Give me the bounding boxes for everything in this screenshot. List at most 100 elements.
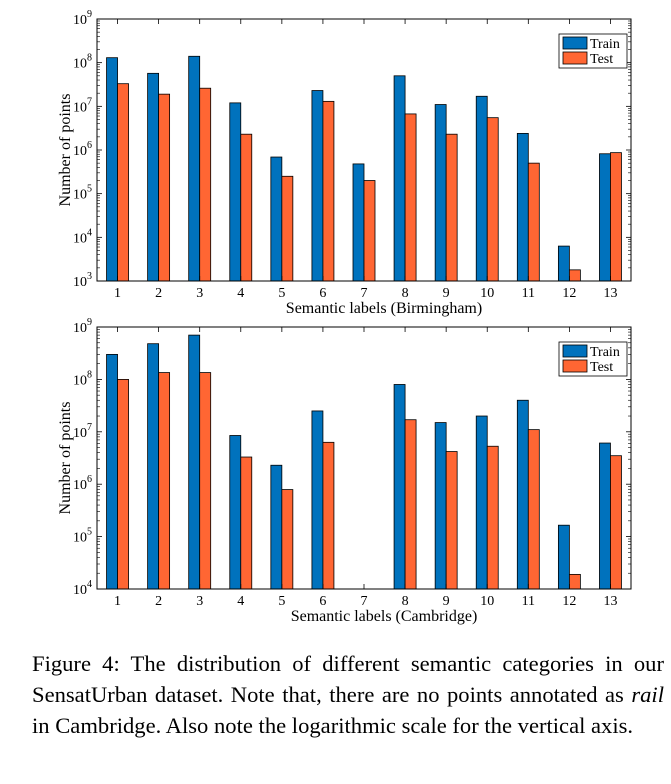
y-tick-exponent: 6 xyxy=(87,140,92,151)
bar-test-1 xyxy=(117,379,129,590)
y-tick-label: 107 xyxy=(73,422,92,441)
bar-train-10 xyxy=(475,95,488,282)
plot-frame xyxy=(96,326,632,590)
bar-train-8 xyxy=(393,384,406,590)
y-tick-exponent: 9 xyxy=(87,9,92,20)
bar-test-8 xyxy=(404,113,417,282)
caption-prefix: Figure 4: The distribution of different … xyxy=(32,651,664,707)
bar-test-9 xyxy=(445,133,458,282)
y-tick-label: 109 xyxy=(73,9,92,28)
bar-test-5 xyxy=(281,175,294,282)
x-tick-label: 4 xyxy=(237,594,244,609)
legend-label-test: Test xyxy=(590,360,613,375)
x-tick-label: 6 xyxy=(319,286,326,301)
bar-train-1 xyxy=(106,57,118,282)
x-tick-label: 8 xyxy=(402,286,409,301)
bar-train-7 xyxy=(352,163,365,282)
y-tick-exponent: 8 xyxy=(87,369,92,380)
bar-test-13 xyxy=(610,455,622,590)
bar-train-12 xyxy=(557,524,570,590)
bar-test-11 xyxy=(527,162,540,282)
bar-test-11 xyxy=(527,429,540,590)
y-tick-exponent: 4 xyxy=(87,227,92,238)
x-tick-label: 12 xyxy=(562,286,576,301)
legend-label-train: Train xyxy=(590,37,620,52)
bar-test-13 xyxy=(610,152,622,282)
x-tick-label: 10 xyxy=(480,594,494,609)
y-tick-exponent: 7 xyxy=(87,96,92,107)
bar-test-4 xyxy=(240,456,253,590)
x-tick-label: 6 xyxy=(319,594,326,609)
x-tick-label: 1 xyxy=(114,594,121,609)
x-tick-label: 11 xyxy=(522,286,535,301)
y-tick-label: 107 xyxy=(73,96,92,115)
y-tick-exponent: 3 xyxy=(87,271,92,282)
y-tick-label: 104 xyxy=(73,579,92,598)
x-tick-label: 2 xyxy=(155,594,162,609)
caption-italic: rail xyxy=(631,682,664,707)
bar-train-2 xyxy=(147,72,160,282)
y-tick-label: 106 xyxy=(73,140,92,159)
x-tick-label: 7 xyxy=(361,594,368,609)
bar-train-9 xyxy=(434,104,447,282)
y-tick-label: 104 xyxy=(73,227,92,246)
x-tick-label: 1 xyxy=(114,286,121,301)
bar-test-1 xyxy=(117,83,129,282)
bar-train-1 xyxy=(106,353,118,590)
bar-train-8 xyxy=(393,75,406,282)
y-tick-exponent: 4 xyxy=(87,579,92,590)
bar-test-2 xyxy=(158,93,171,282)
y-tick-label: 106 xyxy=(73,474,92,493)
bar-test-3 xyxy=(199,372,212,590)
bar-train-3 xyxy=(188,55,201,282)
y-tick-label: 105 xyxy=(73,184,92,203)
x-tick-label: 5 xyxy=(278,594,285,609)
bar-train-3 xyxy=(188,334,201,590)
bar-train-5 xyxy=(270,156,283,282)
y-tick-exponent: 5 xyxy=(87,527,92,538)
bar-test-6 xyxy=(322,441,335,590)
caption-suffix: in Cambridge. Also note the logarithmic … xyxy=(32,713,634,738)
y-tick-label: 105 xyxy=(73,527,92,546)
bar-test-3 xyxy=(199,87,212,282)
y-tick-exponent: 8 xyxy=(87,53,92,64)
x-tick-label: 5 xyxy=(278,286,285,301)
bar-test-6 xyxy=(322,100,335,282)
legend-swatch-test xyxy=(562,359,588,373)
x-tick-label: 9 xyxy=(443,286,450,301)
bar-train-12 xyxy=(557,245,570,282)
bar-test-10 xyxy=(486,445,499,590)
bar-test-8 xyxy=(404,419,417,590)
y-tick-exponent: 5 xyxy=(87,184,92,195)
y-tick-exponent: 6 xyxy=(87,474,92,485)
y-axis-label: Number of points xyxy=(57,94,74,207)
x-axis-label: Semantic labels (Birmingham) xyxy=(286,300,482,317)
legend-swatch-test xyxy=(562,51,588,65)
bar-train-4 xyxy=(229,435,242,590)
x-tick-label: 8 xyxy=(402,594,409,609)
x-axis-label: Semantic labels (Cambridge) xyxy=(291,608,478,625)
x-tick-label: 9 xyxy=(443,594,450,609)
legend-label-train: Train xyxy=(590,345,620,360)
bar-test-2 xyxy=(158,372,171,590)
bar-train-9 xyxy=(434,422,447,590)
bar-test-12 xyxy=(568,573,581,590)
figure-caption: Figure 4: The distribution of different … xyxy=(32,648,664,741)
x-tick-label: 12 xyxy=(562,594,576,609)
bar-test-9 xyxy=(445,451,458,590)
bar-train-13 xyxy=(599,442,611,590)
legend-swatch-train xyxy=(562,344,588,358)
bar-test-7 xyxy=(363,180,376,282)
bar-train-11 xyxy=(516,399,529,590)
y-axis-label: Number of points xyxy=(57,402,74,515)
legend-label-test: Test xyxy=(590,52,613,67)
bar-train-6 xyxy=(311,90,324,282)
bar-test-5 xyxy=(281,489,294,590)
x-tick-label: 13 xyxy=(603,286,617,301)
x-tick-label: 10 xyxy=(480,286,494,301)
y-tick-label: 103 xyxy=(73,271,92,290)
x-tick-label: 4 xyxy=(237,286,244,301)
bar-train-2 xyxy=(147,343,160,590)
x-tick-label: 3 xyxy=(196,286,203,301)
